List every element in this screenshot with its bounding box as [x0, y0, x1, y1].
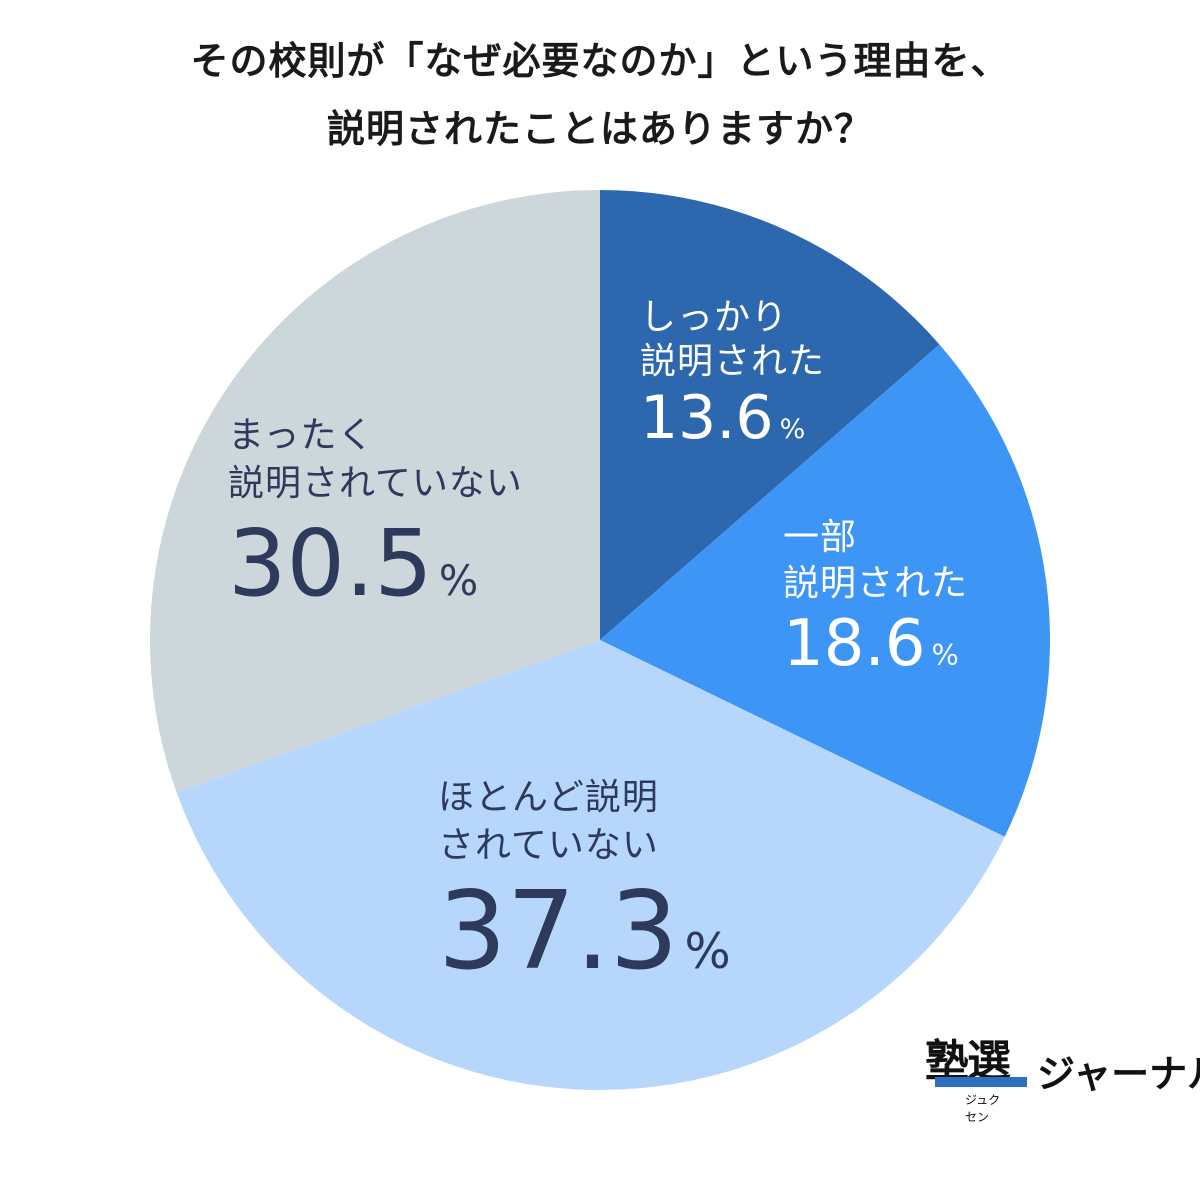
pie-slice-3: [149, 190, 600, 793]
slice-label-3: まったく 説明されていない 30.5%: [228, 415, 523, 617]
pie-slice-2: [176, 640, 1005, 1091]
pie-slice-0: [600, 190, 940, 640]
slice-label-2: ほとんど説明 されていない 37.3%: [438, 777, 731, 994]
brand-logo: 塾選 ジュクセン ジャーナル: [925, 1025, 1200, 1124]
pencil-icon: [935, 1077, 1027, 1087]
logo-journal: ジャーナル: [1037, 1052, 1200, 1096]
slice-label-0: しっかり 説明された 13.6%: [640, 297, 826, 453]
pie-slice-1: [600, 344, 1050, 837]
chart-title-line1: その校則が「なぜ必要なのか」という理由を、: [190, 39, 1010, 83]
slice-label-1: 一部 説明された 18.6%: [783, 517, 969, 681]
chart-title-line2: 説明されたことはありますか？: [326, 107, 873, 151]
logo-sub: ジュクセン: [965, 1093, 1001, 1124]
